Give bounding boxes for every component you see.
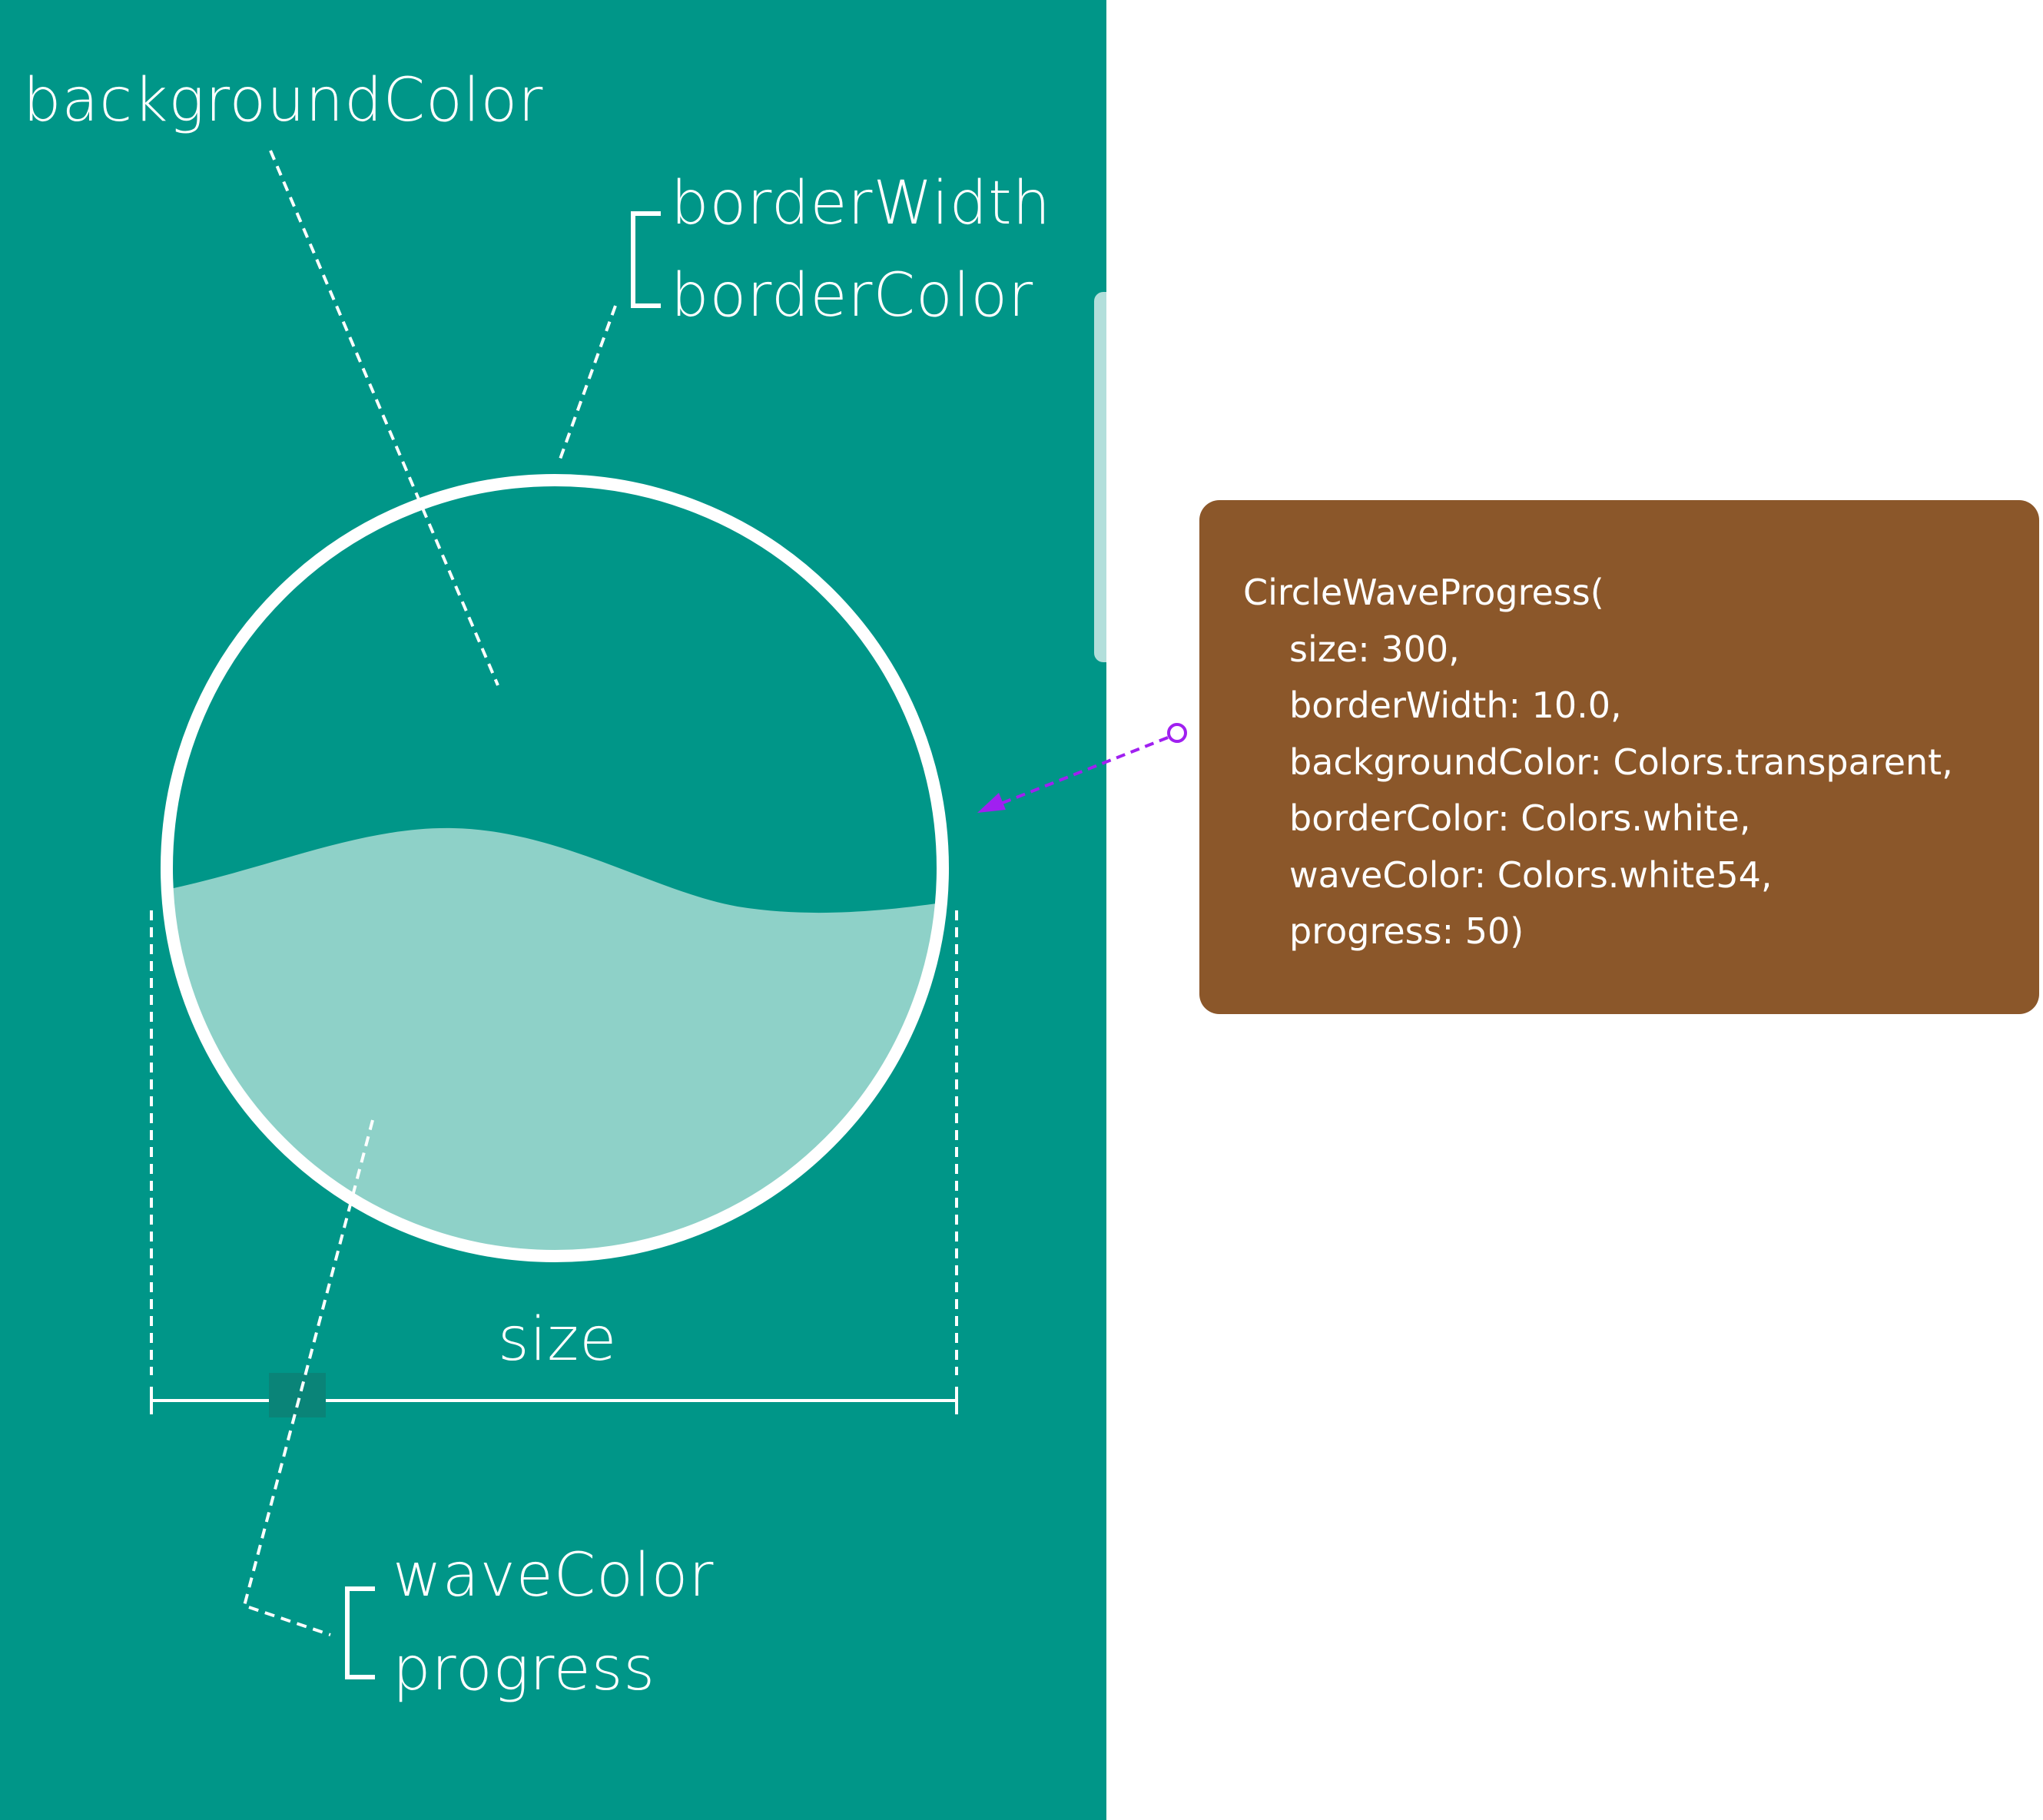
label-border-width: borderWidth bbox=[671, 169, 1052, 238]
scrollbar-thumb[interactable] bbox=[1094, 292, 1106, 662]
code-line: size: 300, bbox=[1289, 628, 1460, 670]
code-pointer-arrowhead bbox=[977, 793, 1006, 813]
wave-bracket bbox=[345, 1586, 375, 1679]
background-color-leader-line bbox=[269, 150, 499, 686]
label-progress: progress bbox=[393, 1635, 656, 1704]
code-pointer-anchor bbox=[1167, 723, 1187, 743]
label-border-color: borderColor bbox=[671, 261, 1034, 330]
code-line: CircleWaveProgress( bbox=[1243, 572, 1604, 613]
wave-fill bbox=[167, 827, 943, 1256]
code-line: backgroundColor: Colors.transparent, bbox=[1289, 741, 1953, 783]
code-pointer-line bbox=[998, 736, 1169, 806]
size-line-marker bbox=[269, 1373, 326, 1417]
label-wave-color: waveColor bbox=[393, 1541, 715, 1610]
code-line: borderColor: Colors.white, bbox=[1289, 797, 1751, 839]
code-line: borderWidth: 10.0, bbox=[1289, 685, 1622, 726]
label-size: size bbox=[498, 1305, 618, 1374]
progress-circle-border bbox=[161, 474, 949, 1262]
border-leader-line bbox=[557, 305, 617, 464]
wave-leader-line bbox=[242, 1119, 374, 1636]
code-line: progress: 50) bbox=[1289, 910, 1524, 952]
code-line: waveColor: Colors.white54, bbox=[1289, 854, 1773, 896]
code-card: CircleWaveProgress( size: 300, borderWid… bbox=[1199, 500, 2039, 1014]
border-bracket bbox=[631, 211, 661, 308]
code-snippet: CircleWaveProgress( size: 300, borderWid… bbox=[1243, 565, 1953, 960]
label-background-color: backgroundColor bbox=[23, 66, 544, 135]
